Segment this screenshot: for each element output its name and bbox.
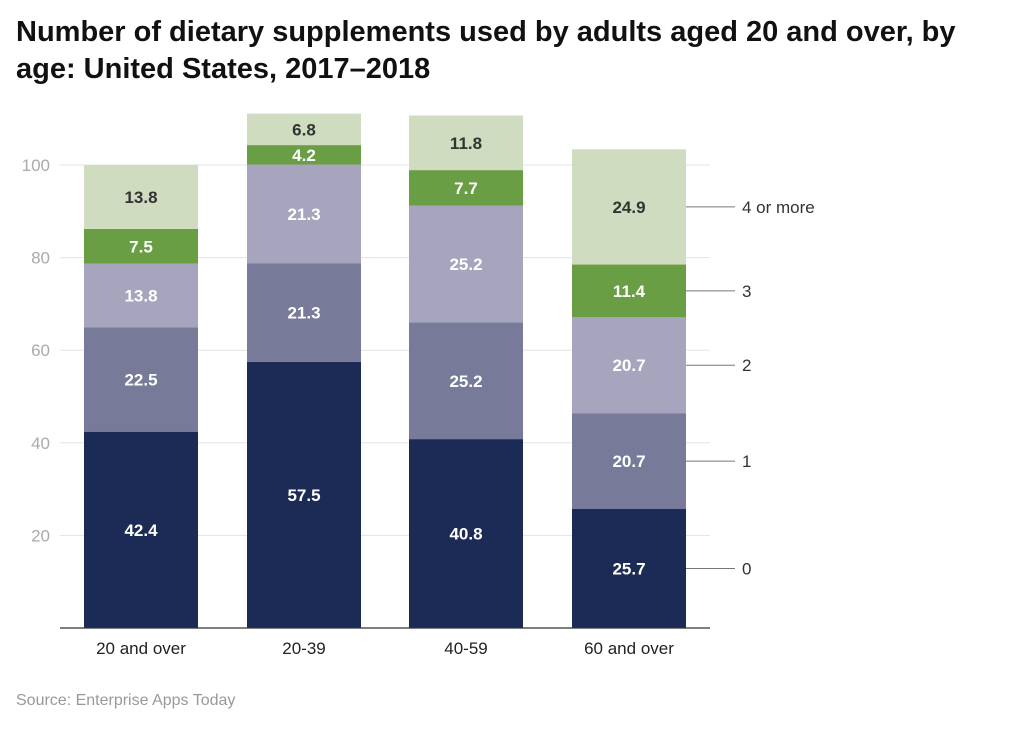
data-label: 42.4 xyxy=(124,521,158,540)
bar-segment xyxy=(409,439,523,628)
data-label: 21.3 xyxy=(287,205,320,224)
bar-segment xyxy=(84,431,198,628)
chart-title: Number of dietary supplements used by ad… xyxy=(16,16,956,85)
data-label: 11.4 xyxy=(613,282,646,301)
y-tick-label: 100 xyxy=(22,156,50,175)
y-tick-label: 60 xyxy=(31,341,50,360)
y-tick-label: 20 xyxy=(31,526,50,545)
y-tick-label: 80 xyxy=(31,249,50,268)
data-label: 13.8 xyxy=(124,287,157,306)
data-label: 13.8 xyxy=(124,188,157,207)
data-label: 25.2 xyxy=(449,255,482,274)
data-label: 20.7 xyxy=(612,356,645,375)
data-label: 40.8 xyxy=(449,525,482,544)
data-label: 57.5 xyxy=(287,486,320,505)
data-label: 7.7 xyxy=(454,179,478,198)
legend-label: 2 xyxy=(742,356,751,375)
legend-label: 0 xyxy=(742,560,751,579)
bar-segment xyxy=(247,361,361,628)
data-label: 25.2 xyxy=(449,372,482,391)
legend-label: 3 xyxy=(742,282,751,301)
bar-segment xyxy=(572,413,686,510)
bar-segment xyxy=(409,170,523,206)
bar-segment xyxy=(247,113,361,146)
x-tick-label: 20 and over xyxy=(96,639,186,658)
bar-segment xyxy=(84,228,198,264)
bar-segment xyxy=(409,115,523,171)
data-label: 20.7 xyxy=(612,452,645,471)
legend-label: 1 xyxy=(742,452,751,471)
data-label: 11.8 xyxy=(450,134,482,153)
bar-segment xyxy=(572,509,686,628)
y-tick-label: 40 xyxy=(31,434,50,453)
bar-segment xyxy=(247,164,361,264)
data-label: 24.9 xyxy=(612,198,645,217)
x-tick-label: 20-39 xyxy=(282,639,325,658)
bar-segment xyxy=(247,263,361,362)
bar-segment xyxy=(409,322,523,440)
bar-segment xyxy=(572,149,686,265)
bar-segment xyxy=(84,165,198,229)
bar-segment xyxy=(247,145,361,165)
bar-segment xyxy=(572,264,686,318)
data-label: 22.5 xyxy=(124,371,157,390)
bar-segment xyxy=(84,263,198,328)
bar-segment xyxy=(84,327,198,432)
data-label: 25.7 xyxy=(612,560,645,579)
bar-segment xyxy=(572,317,686,414)
data-label: 6.8 xyxy=(292,120,316,139)
data-label: 7.5 xyxy=(129,237,153,256)
x-tick-label: 60 and over xyxy=(584,639,674,658)
legend-label: 4 or more xyxy=(742,198,815,217)
x-tick-label: 40-59 xyxy=(444,639,487,658)
source-note: Source: Enterprise Apps Today xyxy=(16,692,236,709)
data-label: 21.3 xyxy=(287,303,320,322)
bar-segment xyxy=(409,205,523,323)
data-label: 4.2 xyxy=(292,146,316,165)
